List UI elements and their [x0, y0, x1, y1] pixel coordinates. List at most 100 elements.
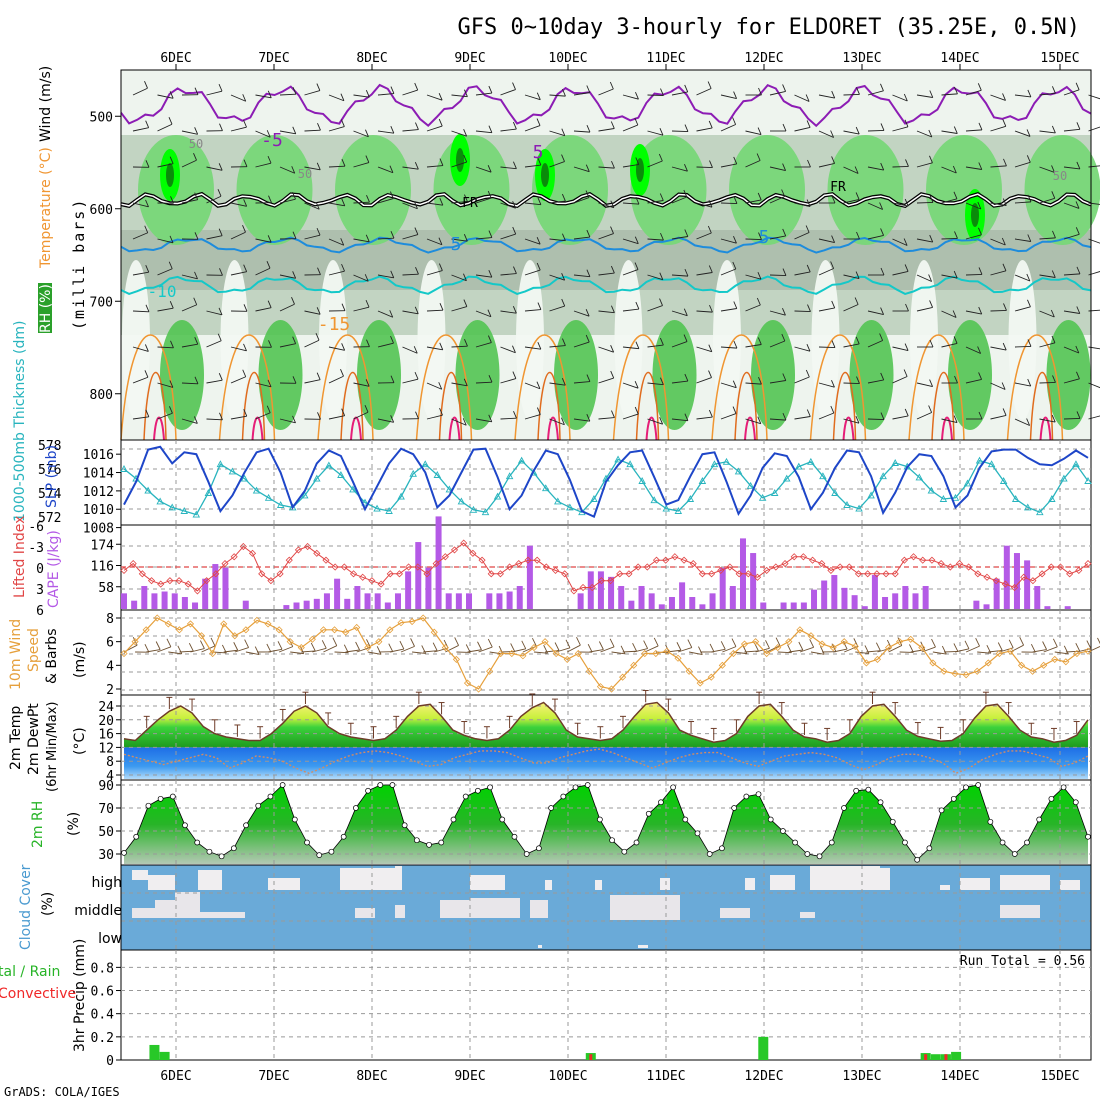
- li-point: [781, 560, 789, 568]
- wind-barb: [916, 412, 932, 420]
- li-tick-label: -6: [28, 520, 44, 535]
- cloud-block: [132, 908, 155, 918]
- rh-point: [1011, 851, 1018, 857]
- wind-barb: [402, 202, 418, 210]
- rh-point: [304, 839, 310, 846]
- wind-barb: [414, 82, 419, 91]
- wind-barb: [952, 165, 957, 174]
- slp-tick-label: 1014: [83, 467, 114, 482]
- wind-barb: [671, 310, 688, 317]
- wind-barb: [194, 127, 199, 135]
- wind-barb: [1039, 274, 1056, 278]
- wind-barb: [1076, 266, 1081, 275]
- wind-speed-point: [197, 632, 206, 640]
- wind-barb: [243, 159, 248, 167]
- li-point: [414, 563, 422, 571]
- wind-barb: [194, 87, 199, 95]
- temperature-contour: [547, 416, 559, 441]
- wind-barb: [462, 418, 467, 426]
- pressure-tick-label: 700: [90, 295, 113, 310]
- wind-barb: [1039, 197, 1055, 204]
- wind-barb: [818, 238, 835, 244]
- li-axis-label: Lifted Index: [12, 516, 28, 598]
- wind-barb: [1039, 310, 1055, 318]
- wind-barb: [217, 333, 222, 341]
- rh-point: [755, 791, 762, 798]
- wind-barb: [451, 418, 467, 426]
- cloud-block: [340, 868, 395, 890]
- wind-barb: [277, 641, 283, 650]
- wind-barb: [794, 232, 810, 240]
- li-point: [359, 573, 367, 581]
- wind-speed-point: [907, 635, 915, 643]
- wind-barb: [500, 202, 516, 209]
- cape-bar: [283, 605, 290, 609]
- cape-bar: [871, 575, 878, 609]
- li-point: [1075, 566, 1083, 574]
- wind-barb: [223, 649, 238, 653]
- wind-speed-point: [652, 649, 660, 658]
- li-point: [405, 563, 413, 571]
- wind-barb: [831, 340, 836, 348]
- wind-barb: [733, 91, 738, 99]
- cape-bar: [202, 578, 209, 609]
- convective-bar: [924, 1054, 928, 1060]
- wind-speed-point: [486, 667, 494, 675]
- wind-barb: [990, 414, 1007, 420]
- rh-point: [340, 833, 347, 840]
- rh-point: [938, 807, 945, 814]
- cloud-block: [198, 870, 222, 890]
- wind-barb: [573, 92, 590, 96]
- wind-barb: [279, 418, 296, 424]
- precip-legend-convective: Convective: [0, 986, 76, 1002]
- precip-tick-label: 0.2: [91, 1031, 114, 1046]
- wind-speed-point: [175, 626, 183, 634]
- rh-point: [499, 816, 506, 823]
- wind-barb: [512, 226, 517, 235]
- li-point: [212, 570, 220, 578]
- thickness-point: [722, 457, 731, 465]
- wind-barb: [304, 310, 321, 315]
- wind-tick-label: 4: [106, 659, 114, 674]
- rh-point: [914, 856, 921, 863]
- wind-barb: [317, 412, 321, 420]
- li-point: [230, 553, 238, 561]
- cape-bar: [405, 571, 412, 609]
- precip-tick-label: 0.4: [91, 1008, 115, 1023]
- wind-barb: [255, 267, 271, 276]
- wind-barb: [854, 297, 859, 305]
- wind-barb: [818, 346, 836, 349]
- cape-bar: [212, 564, 219, 609]
- rh-point: [719, 845, 725, 852]
- thickness-point: [782, 474, 791, 482]
- wind-barb: [671, 196, 688, 204]
- wind-barb: [745, 238, 762, 241]
- wind-speed-point: [186, 620, 195, 628]
- wind-axis-label-4: (m/s): [72, 641, 88, 678]
- date-label-top: 10DEC: [548, 51, 587, 66]
- wind-barb: [267, 379, 272, 388]
- thickness-point: [180, 507, 189, 514]
- wind-speed-point: [1029, 667, 1037, 675]
- rh-region: [1046, 320, 1091, 430]
- wind-barb: [1014, 382, 1031, 387]
- wind-barb: [586, 229, 591, 238]
- wind-barb: [512, 161, 517, 169]
- wind-barb: [365, 299, 370, 308]
- rh-point: [621, 848, 628, 855]
- wind-barb: [230, 126, 247, 132]
- wind-speed-point: [807, 632, 815, 640]
- wind-barb: [916, 238, 933, 243]
- li-point: [395, 570, 403, 578]
- wind-barb: [510, 643, 516, 652]
- thickness-point: [698, 477, 707, 484]
- wind-barb: [720, 308, 737, 312]
- li-point: [469, 549, 477, 557]
- wind-barb: [622, 382, 639, 389]
- temperature-contour: [931, 372, 955, 441]
- rh-legend-swatch: [38, 283, 52, 333]
- wind-barb: [536, 118, 541, 126]
- wind-barb: [1075, 227, 1080, 235]
- wind-barb: [781, 189, 786, 197]
- wind-speed-point: [519, 652, 527, 660]
